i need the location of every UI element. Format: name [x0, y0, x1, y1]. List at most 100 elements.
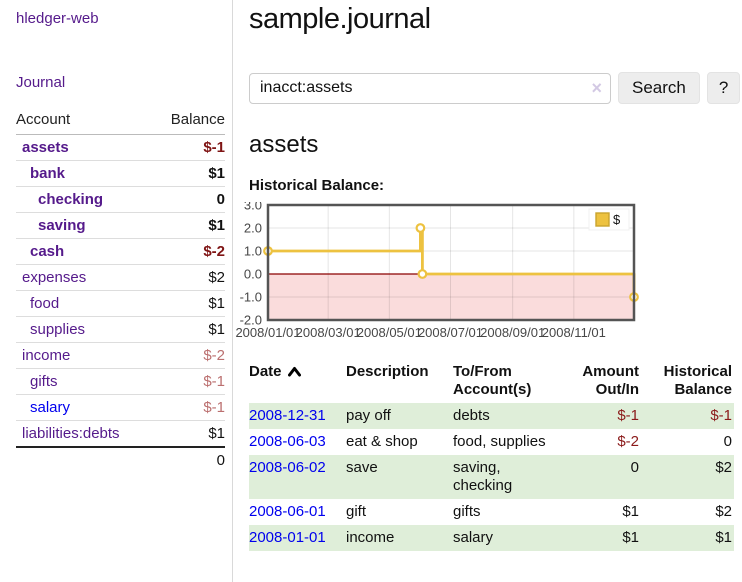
register-date-cell: 2008-06-03	[249, 429, 346, 455]
svg-text:2008/09/01: 2008/09/01	[480, 325, 545, 340]
account-row: supplies $1	[16, 317, 225, 343]
app-title-link[interactable]: hledger-web	[16, 10, 99, 27]
account-name-cell: assets	[16, 135, 153, 161]
register-description-cell: pay off	[346, 407, 391, 424]
register-accounts-cell: gifts	[453, 503, 481, 520]
sidebar-account-link[interactable]: supplies	[30, 321, 86, 338]
sidebar-account-link[interactable]: salary	[30, 399, 71, 416]
register-description-cell: income	[346, 529, 395, 546]
sidebar: hledger-web Journal Account Balance asse…	[0, 0, 232, 582]
sidebar-account-link[interactable]: assets	[22, 139, 69, 156]
svg-text:2008/03/01: 2008/03/01	[296, 325, 361, 340]
register-accounts-cell: saving, checking	[453, 459, 513, 494]
accounts-total-row: 0	[16, 447, 225, 473]
sidebar-account-link[interactable]: liabilities:debts	[22, 425, 120, 442]
svg-text:2008/01/01: 2008/01/01	[235, 325, 300, 340]
account-balance: $-1	[203, 399, 225, 416]
register-accounts-cell: salary	[453, 529, 494, 546]
accounts-total-balance: 0	[216, 452, 225, 469]
search-input[interactable]	[249, 72, 611, 104]
transaction-date-link[interactable]: 2008-06-02	[249, 459, 326, 476]
transaction-date-link[interactable]: 2008-12-31	[249, 407, 326, 424]
account-row: bank $1	[16, 161, 225, 187]
sidebar-divider	[232, 0, 233, 582]
account-name-cell: saving	[16, 213, 153, 239]
search-box: ×	[249, 72, 611, 104]
account-name-cell: liabilities:debts	[16, 421, 153, 448]
register-header-row: Date Description To/From Account(s) Amou…	[249, 361, 734, 403]
account-balance: $-1	[203, 373, 225, 390]
account-row: assets $-1	[16, 135, 225, 161]
register-accounts-cell: debts	[453, 407, 490, 424]
account-name-cell: expenses	[16, 265, 153, 291]
chart-label: Historical Balance:	[249, 177, 385, 194]
account-balance: $-2	[203, 243, 225, 260]
register-description-cell: gift	[346, 503, 367, 520]
sidebar-item-journal[interactable]: Journal	[16, 74, 66, 91]
page-title: sample.journal	[249, 3, 431, 35]
account-name-cell: cash	[16, 239, 153, 265]
svg-text:2008/07/01: 2008/07/01	[418, 325, 483, 340]
register-row: 2008-06-03 eat & shop food, supplies $-2 0	[249, 429, 734, 455]
search-help-button[interactable]: ?	[706, 72, 741, 104]
sidebar-account-link[interactable]: income	[22, 347, 71, 364]
description-column-header: Description	[346, 363, 429, 380]
account-row: cash $-2	[16, 239, 225, 265]
account-balance: $1	[208, 165, 225, 182]
account-row: gifts $-1	[16, 369, 225, 395]
account-balance: $-1	[203, 139, 225, 156]
svg-text:0.0: 0.0	[244, 267, 262, 282]
account-name-cell: salary	[16, 395, 153, 421]
register-description-cell: save	[346, 459, 378, 476]
svg-text:-1.0: -1.0	[240, 290, 262, 305]
register-balance-cell: 0	[723, 433, 732, 450]
balance-column-header: Balance	[170, 111, 225, 128]
account-row: expenses $2	[16, 265, 225, 291]
accounts-table: Account Balance assets $-1 bank $1 checking 0…	[16, 107, 225, 473]
account-balance: $1	[208, 295, 225, 312]
historical-balance-chart: $3.0 2.0 1.0 0.0 -1.0 -2.0 2008/01/01 2008/03/0…	[235, 198, 734, 348]
clear-search-icon[interactable]: ×	[591, 77, 602, 98]
register-balance-cell: $1	[715, 529, 732, 546]
sidebar-account-link[interactable]: cash	[30, 243, 65, 260]
register-balance-cell: $-1	[710, 407, 732, 424]
accounts-table-header: Account Balance	[16, 107, 225, 135]
date-column-header[interactable]: Date	[249, 361, 346, 403]
svg-text:1.0: 1.0	[244, 244, 262, 259]
account-balance: $2	[208, 269, 225, 286]
accounts-column-header: To/From Account(s)	[453, 363, 532, 398]
search-form: × Search ?	[249, 72, 741, 104]
account-balance: 0	[216, 191, 225, 208]
sidebar-account-link[interactable]: expenses	[22, 269, 87, 286]
transaction-date-link[interactable]: 2008-06-03	[249, 433, 326, 450]
search-button[interactable]: Search	[618, 72, 700, 104]
total-label-cell	[16, 447, 153, 473]
account-name-cell: checking	[16, 187, 153, 213]
account-row: checking 0	[16, 187, 225, 213]
register-date-cell: 2008-12-31	[249, 403, 346, 429]
account-row: food $1	[16, 291, 225, 317]
sidebar-account-link[interactable]: food	[30, 295, 60, 312]
account-row: salary $-1	[16, 395, 225, 421]
register-date-cell: 2008-06-02	[249, 455, 346, 499]
account-name-cell: supplies	[16, 317, 153, 343]
balance-chart-svg: $3.0 2.0 1.0 0.0 -1.0 -2.02008/01/012008/03/0…	[235, 198, 639, 340]
account-row: saving $1	[16, 213, 225, 239]
register-row: 2008-12-31 pay off debts $-1 $-1	[249, 403, 734, 429]
svg-text:3.0: 3.0	[244, 202, 262, 213]
transaction-date-link[interactable]: 2008-01-01	[249, 529, 326, 546]
account-name-cell: gifts	[16, 369, 153, 395]
accounts-table-body: assets $-1 bank $1 checking 0 saving $1 cash $-2 e…	[16, 135, 225, 474]
svg-text:2008/05/01: 2008/05/01	[357, 325, 422, 340]
register-row: 2008-06-02 save saving, checking 0 $2	[249, 455, 734, 499]
register-date-cell: 2008-06-01	[249, 499, 346, 525]
account-name-cell: food	[16, 291, 153, 317]
account-heading: assets	[249, 131, 319, 158]
sidebar-account-link[interactable]: bank	[30, 165, 66, 182]
transaction-date-link[interactable]: 2008-06-01	[249, 503, 326, 520]
sidebar-account-link[interactable]: saving	[38, 217, 86, 234]
sidebar-account-link[interactable]: checking	[38, 191, 104, 208]
register-amount-cell: 0	[630, 459, 639, 476]
sidebar-account-link[interactable]: gifts	[30, 373, 58, 390]
sort-ascending-icon	[287, 364, 301, 382]
